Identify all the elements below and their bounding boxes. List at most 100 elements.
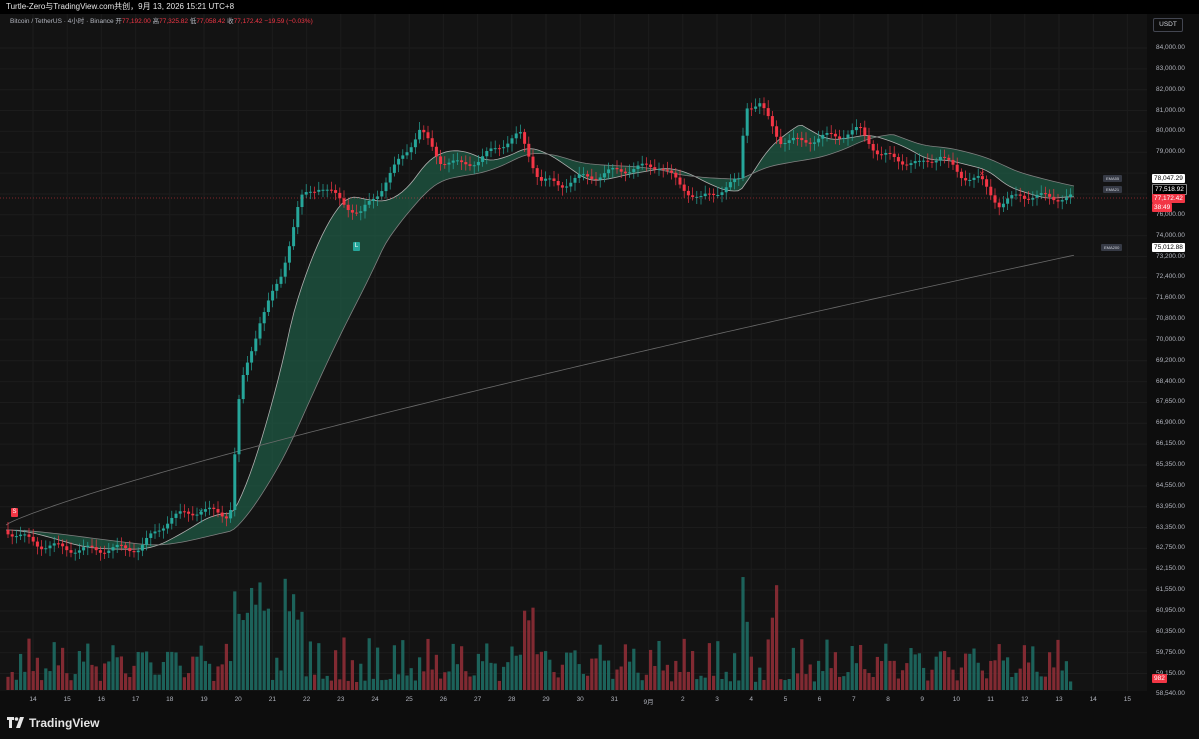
volume-bar: [52, 642, 56, 690]
candle-body: [1027, 198, 1031, 200]
volume-bar: [1014, 672, 1018, 690]
candle-body: [523, 132, 527, 144]
price-tick: 79,000.00: [1156, 148, 1185, 156]
candle-body: [728, 182, 732, 188]
volume-bar: [917, 653, 921, 690]
volume-bar: [287, 611, 291, 690]
price-axis[interactable]: [1147, 14, 1199, 720]
volume-bar: [107, 661, 111, 690]
price-tick: 63,950.00: [1156, 502, 1185, 510]
volume-bar: [964, 653, 968, 690]
candle-body: [287, 246, 291, 263]
candle-body: [1031, 197, 1035, 200]
volume-bar: [472, 675, 476, 690]
time-tick: 18: [166, 696, 174, 703]
candle-body: [103, 552, 107, 554]
ema21-label: EMA21: [1103, 186, 1123, 193]
candle-body: [665, 169, 669, 171]
currency-selector[interactable]: USDT: [1153, 18, 1183, 32]
volume-bar: [296, 619, 300, 690]
candle-body: [938, 156, 942, 161]
volume-bar: [728, 681, 732, 690]
candle-body: [779, 136, 783, 145]
volume-bar: [1010, 676, 1014, 690]
candle-body: [31, 536, 35, 542]
candle-body: [153, 531, 157, 534]
price-tick: 74,000.00: [1156, 231, 1185, 239]
volume-bar: [468, 676, 472, 690]
footer-bar: [0, 711, 1199, 739]
time-tick: 7: [851, 696, 856, 703]
candle-body: [497, 148, 501, 150]
candle-body: [859, 127, 863, 129]
candlestick-chart[interactable]: [0, 0, 1147, 711]
volume-bar: [275, 657, 279, 690]
candle-body: [754, 106, 758, 109]
candle-body: [556, 180, 560, 186]
volume-bar: [644, 674, 648, 690]
volume-bar: [880, 661, 884, 690]
volume-bar: [632, 648, 636, 690]
volume-bar: [1069, 681, 1073, 690]
candle-body: [913, 161, 917, 164]
volume-bar: [82, 661, 86, 690]
symbol-name[interactable]: Bitcoin / TetherUS · 4小时 · Binance: [10, 18, 114, 25]
candle-body: [812, 142, 816, 144]
volume-bar: [1031, 646, 1035, 690]
time-axis[interactable]: [0, 691, 1147, 711]
volume-bar: [1006, 657, 1010, 690]
candle-body: [670, 170, 674, 173]
volume-bar: [329, 680, 333, 690]
volume-bar: [413, 680, 417, 690]
candle-body: [371, 198, 375, 201]
candle-body: [115, 544, 119, 548]
volume-bar: [178, 665, 182, 690]
volume-bar: [27, 638, 31, 690]
candle-body: [203, 509, 207, 512]
long-signal-marker[interactable]: L: [353, 242, 360, 251]
short-signal-marker[interactable]: S: [11, 508, 18, 517]
candle-body: [94, 547, 98, 551]
volume-bar: [23, 671, 27, 690]
candle-body: [943, 156, 947, 158]
candle-body: [678, 177, 682, 185]
candle-body: [804, 140, 808, 143]
volume-bar: [716, 641, 720, 690]
volume-bar: [174, 652, 178, 690]
candle-body: [514, 133, 518, 139]
volume-bar: [691, 651, 695, 690]
volume-bar: [712, 675, 716, 690]
candle-body: [44, 548, 48, 550]
price-tick: 73,200.00: [1156, 252, 1185, 260]
low-label: 低: [189, 18, 197, 25]
symbol-legend[interactable]: Bitcoin / TetherUS · 4小时 · Binance 开77,1…: [10, 17, 313, 27]
volume-bar: [665, 664, 669, 690]
chart-pane[interactable]: [0, 14, 1147, 691]
candle-body: [10, 534, 14, 537]
volume-bar: [875, 656, 879, 690]
candle-body: [632, 169, 636, 173]
volume-bar: [283, 578, 287, 690]
time-tick: 12: [1021, 696, 1029, 703]
candle-body: [485, 151, 489, 157]
candle-body: [775, 126, 779, 137]
cross-marker: ✕: [979, 171, 985, 178]
candle-body: [770, 116, 774, 127]
candle-body: [329, 189, 333, 191]
candle-body: [397, 158, 401, 165]
candle-body: [699, 196, 703, 198]
volume-bar: [258, 582, 262, 690]
volume-bar: [300, 611, 304, 690]
candle-body: [86, 545, 90, 548]
time-tick: 9月: [643, 699, 654, 706]
candle-body: [187, 511, 191, 514]
tradingview-logo[interactable]: TradingView: [7, 716, 99, 730]
volume-bar: [594, 658, 598, 690]
volume-bar: [161, 661, 165, 690]
volume-bar: [434, 654, 438, 690]
volume-bar: [216, 666, 220, 690]
volume-bar: [586, 675, 590, 690]
volume-bar: [1064, 661, 1068, 690]
volume-bar: [271, 679, 275, 690]
candle-body: [909, 163, 913, 165]
